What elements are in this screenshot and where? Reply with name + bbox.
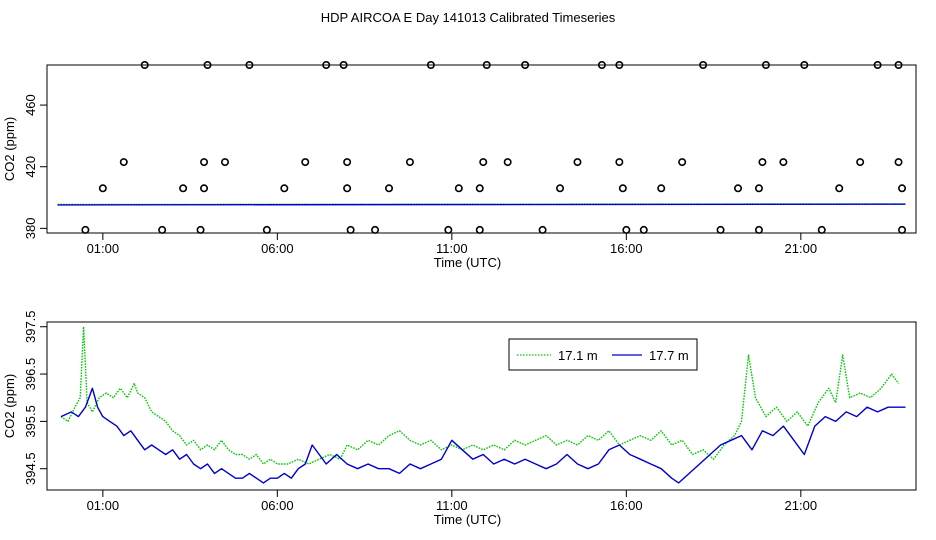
bottom-x-axis-title: Time (UTC) bbox=[434, 512, 501, 527]
top-scatter-point bbox=[98, 184, 107, 193]
bottom-x-tick-label: 21:00 bbox=[785, 498, 818, 513]
top-x-tick-label: 11:00 bbox=[436, 241, 468, 256]
top-plot-frame bbox=[46, 64, 917, 234]
top-scatter-point bbox=[475, 225, 484, 234]
top-x-tick-label: 06:00 bbox=[261, 241, 294, 256]
top-scatter-point bbox=[280, 184, 289, 193]
top-x-tick-label: 01:00 bbox=[87, 241, 120, 256]
top-scatter-point bbox=[657, 184, 666, 193]
bottom-plot-frame bbox=[46, 321, 917, 491]
top-scatter-point bbox=[322, 60, 331, 69]
top-scatter-point bbox=[346, 225, 355, 234]
top-scatter-point bbox=[556, 184, 565, 193]
top-scatter-point bbox=[894, 60, 903, 69]
top-scatter-point bbox=[716, 225, 725, 234]
top-scatter-point bbox=[454, 184, 463, 193]
top-scatter-point bbox=[262, 225, 271, 234]
top-x-tick-label: 16:00 bbox=[610, 241, 643, 256]
top-scatter-point bbox=[479, 158, 488, 167]
top-scatter-point bbox=[754, 225, 763, 234]
top-scatter-point bbox=[200, 184, 209, 193]
top-scatter-point bbox=[503, 158, 512, 167]
top-scatter-point bbox=[618, 184, 627, 193]
top-scatter-point bbox=[81, 225, 90, 234]
bottom-y-tick-label: 397.5 bbox=[23, 310, 38, 343]
bottom-y-tick-label: 396.5 bbox=[23, 358, 38, 391]
top-scatter-point bbox=[758, 158, 767, 167]
top-scatter-point bbox=[179, 184, 188, 193]
top-scatter-point bbox=[779, 158, 788, 167]
top-scatter-point bbox=[385, 184, 394, 193]
top-scatter-point bbox=[475, 184, 484, 193]
top-scatter-point bbox=[761, 60, 770, 69]
top-y-axis-title: CO2 (ppm) bbox=[2, 117, 17, 181]
top-scatter-point bbox=[140, 60, 149, 69]
top-scatter-point bbox=[622, 225, 631, 234]
bottom-y-tick-label: 394.5 bbox=[23, 452, 38, 485]
legend-label-17-1m: 17.1 m bbox=[558, 348, 598, 363]
top-scatter-point bbox=[196, 225, 205, 234]
top-scatter-point bbox=[119, 158, 128, 167]
bottom-series-line-17-1-m bbox=[60, 326, 900, 465]
top-scatter-point bbox=[699, 60, 708, 69]
top-scatter-point bbox=[158, 225, 167, 234]
bottom-x-tick-label: 16:00 bbox=[610, 498, 643, 513]
top-scatter-point bbox=[200, 158, 209, 167]
top-scatter-point bbox=[426, 60, 435, 69]
bottom-series-line-17-7-m bbox=[60, 387, 906, 484]
top-scatter-point bbox=[343, 158, 352, 167]
top-scatter-point bbox=[615, 158, 624, 167]
bottom-x-tick-label: 06:00 bbox=[261, 498, 294, 513]
top-scatter-point bbox=[898, 184, 907, 193]
panel-top-co2-scatter: 01:00 06:00 11:00 16:00 21:00 380 420 460 Time (… bbox=[2, 60, 917, 270]
top-scatter-point bbox=[873, 60, 882, 69]
top-scatter-point bbox=[894, 158, 903, 167]
top-scatter-point bbox=[817, 225, 826, 234]
top-y-tick-label: 460 bbox=[23, 94, 38, 116]
top-scatter-point bbox=[898, 225, 907, 234]
bottom-x-tick-label: 01:00 bbox=[87, 498, 120, 513]
legend: 17.1 m 17.7 m bbox=[508, 338, 698, 371]
top-scatter-point bbox=[444, 225, 453, 234]
top-y-tick-label: 380 bbox=[23, 218, 38, 240]
top-scatter-point bbox=[220, 158, 229, 167]
top-scatter-point bbox=[856, 158, 865, 167]
top-scatter-point bbox=[482, 60, 491, 69]
legend-box bbox=[508, 338, 698, 371]
top-scatter-point bbox=[639, 225, 648, 234]
top-scatter-point bbox=[538, 225, 547, 234]
bottom-x-tick-label: 11:00 bbox=[436, 498, 468, 513]
top-scatter-point bbox=[800, 60, 809, 69]
top-scatter-point bbox=[754, 184, 763, 193]
top-series-line-17-7-m bbox=[57, 203, 906, 206]
top-scatter-point bbox=[521, 60, 530, 69]
bottom-y-axis-title: CO2 (ppm) bbox=[2, 374, 17, 438]
top-scatter-point bbox=[245, 60, 254, 69]
legend-label-17-7m: 17.7 m bbox=[649, 348, 689, 363]
top-scatter-point bbox=[203, 60, 212, 69]
top-x-tick-label: 21:00 bbox=[785, 241, 818, 256]
figure-title: HDP AIRCOA E Day 141013 Calibrated Times… bbox=[321, 10, 616, 25]
bottom-y-tick-label: 395.5 bbox=[23, 405, 38, 438]
panel-bottom-co2-timeseries: 01:00 06:00 11:00 16:00 21:00 394.5 395.5 396.5… bbox=[2, 310, 917, 527]
top-x-axis-title: Time (UTC) bbox=[434, 255, 501, 270]
top-scatter-point bbox=[615, 60, 624, 69]
top-scatter-point bbox=[371, 225, 380, 234]
top-scatter-point bbox=[343, 184, 352, 193]
top-scatter-point bbox=[835, 184, 844, 193]
top-scatter-point bbox=[405, 158, 414, 167]
top-scatter-point bbox=[301, 158, 310, 167]
top-scatter-point bbox=[678, 158, 687, 167]
top-scatter-point bbox=[597, 60, 606, 69]
top-scatter-point bbox=[339, 60, 348, 69]
top-scatter-point bbox=[573, 158, 582, 167]
top-y-tick-label: 420 bbox=[23, 156, 38, 178]
top-scatter-point bbox=[734, 184, 743, 193]
